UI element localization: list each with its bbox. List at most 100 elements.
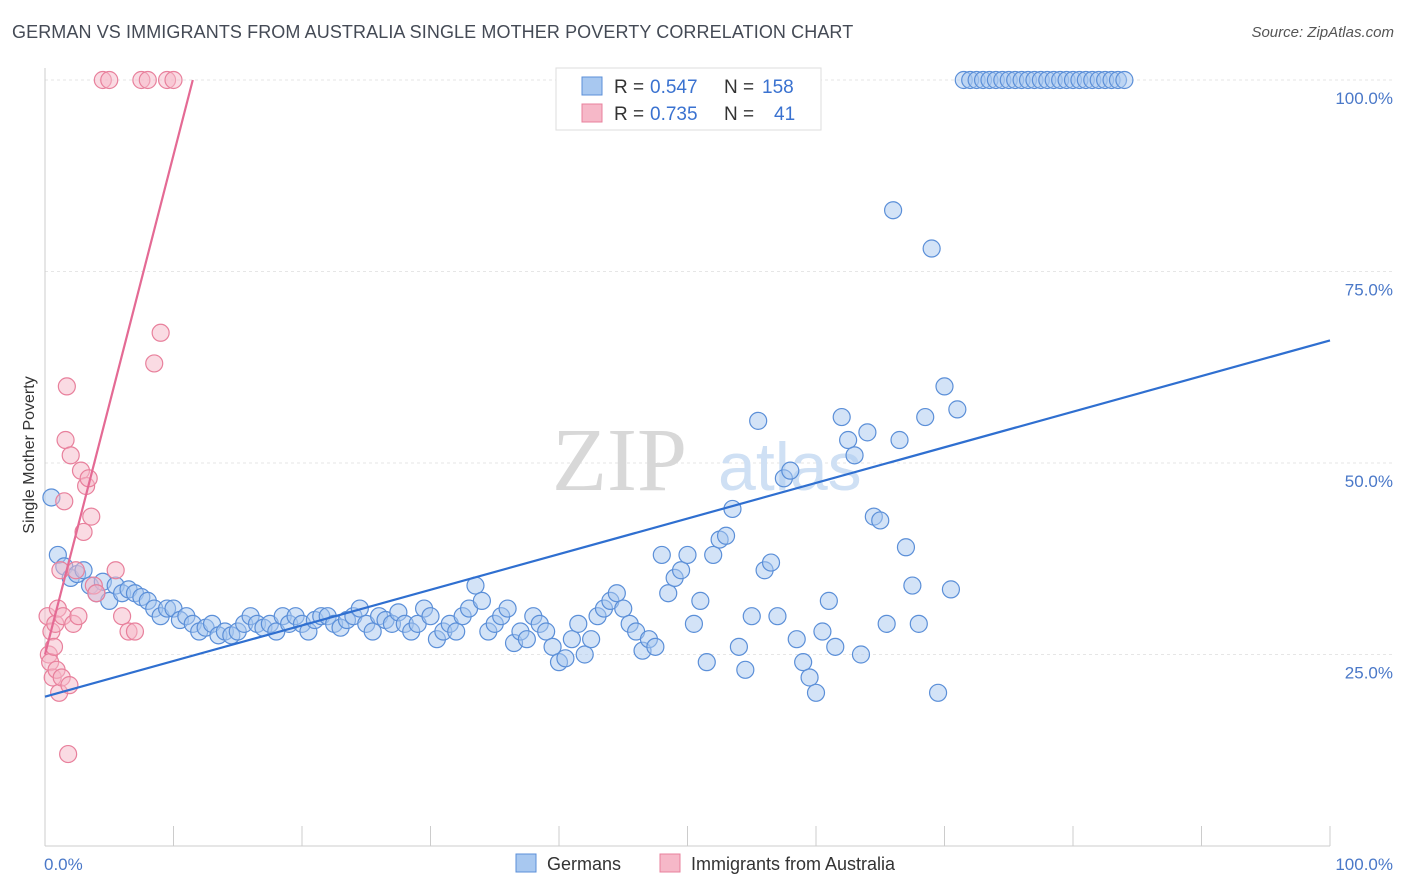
x-tick-labels: 0.0% 100.0% [44,855,1393,874]
australia-point-32 [112,607,132,626]
legend-swatch-australia [581,103,603,123]
australia-point-20 [66,561,85,580]
x-tick-label-1: 100.0% [1335,855,1393,874]
germans-point-119 [806,683,826,702]
bottom-legend-swatch-australia [659,853,681,873]
australia-point-40 [164,70,183,90]
chart-title: GERMAN VS IMMIGRANTS FROM AUSTRALIA SING… [12,22,854,42]
germans-trend-line [44,339,1331,698]
stats-legend: R = 0.547 N = 158 R = 0.735 N = 41 [555,67,822,131]
germans-point-123 [832,407,851,427]
germans-point-100 [684,614,704,633]
germans-point-103 [704,545,723,565]
germans-point-96 [659,584,678,603]
germans-point-136 [916,407,935,427]
germans-point-94 [646,637,665,656]
australia-point-34 [125,622,145,641]
trend-lines [43,79,1331,698]
australia-point-13 [55,492,74,511]
germans-point-125 [845,446,864,465]
source-label: Source: ZipAtlas.com [1251,24,1394,41]
australia-point-28 [87,584,106,603]
germans-point-98 [671,561,691,580]
germans-point-115 [781,461,800,480]
germans-point-131 [883,201,903,220]
australia-point-37 [145,354,164,373]
watermark-zip: ZIP [552,411,687,510]
germans-point-77 [537,622,556,641]
australia-points [38,70,183,764]
germans-point-99 [678,545,697,565]
germans-point-78 [543,637,562,656]
germans-point-132 [890,430,909,450]
germans-point-84 [582,630,601,649]
germans-point-59 [421,607,440,626]
australia-trend-line [43,79,194,655]
germans-points [42,70,1134,702]
germans-point-80 [556,649,575,668]
germans-point-135 [909,614,928,633]
germans-point-74 [517,630,536,649]
germans-point-71 [498,599,517,618]
australia-point-14 [56,430,75,450]
germans-point-82 [569,614,588,633]
australia-point-30 [100,70,119,90]
legend-swatch-germans [581,76,603,96]
germans-point-101 [691,591,710,610]
germans-point-126 [851,645,871,664]
germans-point-129 [871,511,890,530]
bottom-legend-germans: Germans [547,854,621,874]
germans-point-88 [607,584,626,603]
germans-point-137 [922,239,941,258]
australia-point-5 [44,637,64,656]
axes [44,68,1331,847]
australia-point-26 [82,507,101,526]
australia-point-38 [151,323,170,342]
legend-r-value-1: 0.547 [650,77,698,98]
y-tick-label-2: 75.0% [1345,281,1393,300]
series-legend: Germans Immigrants from Australia [515,853,896,874]
germans-point-134 [903,576,922,595]
australia-point-31 [106,561,125,580]
australia-point-23 [74,522,93,542]
australia-point-16 [59,744,78,764]
germans-point-116 [787,630,806,649]
bottom-legend-australia: Immigrants from Australia [691,854,896,874]
legend-n-label-1: N = [724,77,754,98]
germans-point-112 [761,553,781,572]
germans-point-81 [562,630,581,649]
watermark: ZIP atlas [552,411,862,510]
germans-point-167 [1115,70,1134,90]
germans-point-105 [716,526,736,545]
germans-point-124 [839,430,858,450]
germans-point-108 [736,660,755,679]
y-tick-label-0: 25.0% [1345,664,1393,683]
germans-point-50 [363,622,382,641]
bottom-legend-swatch-germans [515,853,537,873]
germans-point-139 [935,377,954,396]
grid-lines [45,79,1394,655]
germans-point-120 [813,622,832,641]
germans-point-113 [768,607,787,626]
germans-point-121 [819,591,838,610]
germans-point-122 [826,637,845,656]
australia-point-36 [138,70,157,90]
legend-r-label-2: R = [614,104,644,125]
legend-n-label-2: N = [724,104,754,125]
legend-r-value-2: 0.735 [650,104,698,125]
y-tick-labels: 25.0% 50.0% 75.0% 100.0% [1335,89,1393,683]
germans-point-95 [652,545,671,565]
germans-point-63 [447,622,466,641]
germans-point-83 [575,645,594,664]
y-axis-label: Single Mother Poverty [21,376,38,533]
germans-point-109 [742,607,761,626]
australia-point-15 [57,377,76,396]
y-tick-label-3: 100.0% [1335,89,1393,108]
australia-point-18 [61,446,80,465]
legend-r-label-1: R = [614,77,644,98]
germans-point-130 [877,614,896,633]
legend-n-value-1: 158 [762,77,794,98]
germans-point-127 [858,423,877,442]
germans-point-133 [896,538,916,557]
